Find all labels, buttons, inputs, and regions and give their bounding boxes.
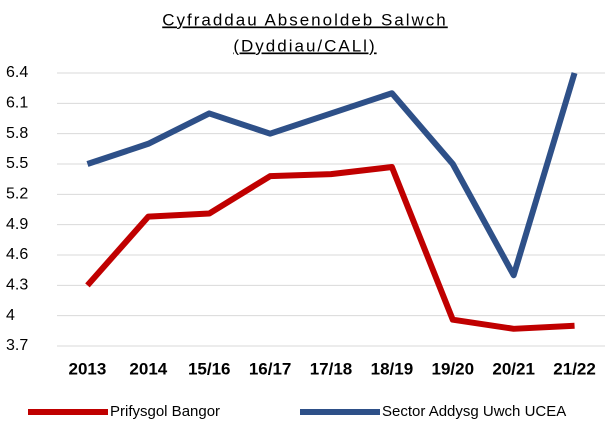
y-tick-label: 4.3 — [6, 277, 28, 294]
legend-label: Sector Addysg Uwch UCEA — [382, 403, 566, 420]
x-tick-label: 2014 — [129, 359, 167, 378]
y-tick-label: 4 — [6, 307, 15, 324]
series-line — [85, 164, 575, 332]
legend-label: Prifysgol Bangor — [110, 403, 220, 420]
x-tick-label: 18/19 — [371, 359, 414, 378]
x-tick-label: 17/18 — [310, 359, 353, 378]
y-tick-label: 6.4 — [6, 64, 28, 81]
y-tick-label: 4.6 — [6, 246, 28, 263]
chart-title: Cyfraddau Absenoldeb Salwch — [162, 10, 448, 29]
y-tick-label: 3.7 — [6, 337, 28, 354]
y-tick-label: 5.8 — [6, 125, 28, 142]
x-tick-label: 15/16 — [188, 359, 231, 378]
x-tick-label: 16/17 — [249, 359, 292, 378]
y-tick-label: 6.1 — [6, 95, 28, 112]
x-tick-label: 21/22 — [553, 359, 596, 378]
x-tick-label: 2013 — [69, 359, 107, 378]
y-tick-label: 5.2 — [6, 186, 28, 203]
y-tick-label: 4.9 — [6, 216, 28, 233]
x-tick-label: 20/21 — [492, 359, 535, 378]
series-line — [86, 72, 578, 279]
chart-title: (Dyddiau/CALl) — [233, 36, 376, 55]
x-tick-label: 19/20 — [432, 359, 475, 378]
y-tick-label: 5.5 — [6, 155, 28, 172]
